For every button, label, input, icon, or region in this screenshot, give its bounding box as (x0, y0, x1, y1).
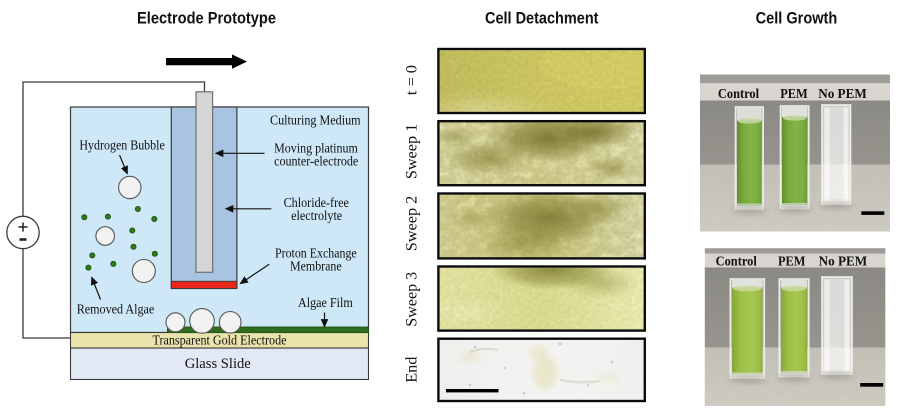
svg-text:t = 0: t = 0 (403, 65, 420, 95)
svg-text:PEM: PEM (780, 86, 808, 101)
svg-text:PEM: PEM (778, 254, 806, 269)
svg-text:Proton Exchange: Proton Exchange (275, 245, 357, 260)
svg-text:Culturing Medium: Culturing Medium (270, 112, 361, 127)
svg-text:Sweep 3: Sweep 3 (403, 272, 420, 327)
svg-text:Hydrogen Bubble: Hydrogen Bubble (79, 138, 164, 153)
svg-text:Membrane: Membrane (290, 259, 342, 274)
svg-text:counter-electrode: counter-electrode (274, 154, 358, 169)
svg-text:No PEM: No PEM (819, 254, 868, 269)
svg-text:Transparent Gold Electrode: Transparent Gold Electrode (153, 332, 287, 347)
svg-text:Cell Growth: Cell Growth (756, 10, 838, 28)
svg-text:Glass Slide: Glass Slide (185, 356, 252, 372)
svg-text:electrolyte: electrolyte (291, 208, 342, 223)
svg-text:Algae Film: Algae Film (298, 295, 353, 310)
svg-text:Sweep 1: Sweep 1 (403, 124, 420, 179)
svg-text:Removed Algae: Removed Algae (77, 301, 155, 316)
svg-text:Control: Control (716, 254, 758, 269)
svg-text:Electrode Prototype: Electrode Prototype (137, 10, 276, 28)
svg-text:Cell Detachment: Cell Detachment (485, 10, 599, 28)
svg-text:Sweep 2: Sweep 2 (403, 196, 420, 252)
svg-text:Control: Control (718, 86, 760, 101)
svg-text:No PEM: No PEM (818, 86, 867, 101)
svg-text:Moving platinum: Moving platinum (274, 140, 358, 155)
svg-text:End: End (403, 357, 420, 383)
svg-text:Chloride-free: Chloride-free (284, 195, 349, 210)
